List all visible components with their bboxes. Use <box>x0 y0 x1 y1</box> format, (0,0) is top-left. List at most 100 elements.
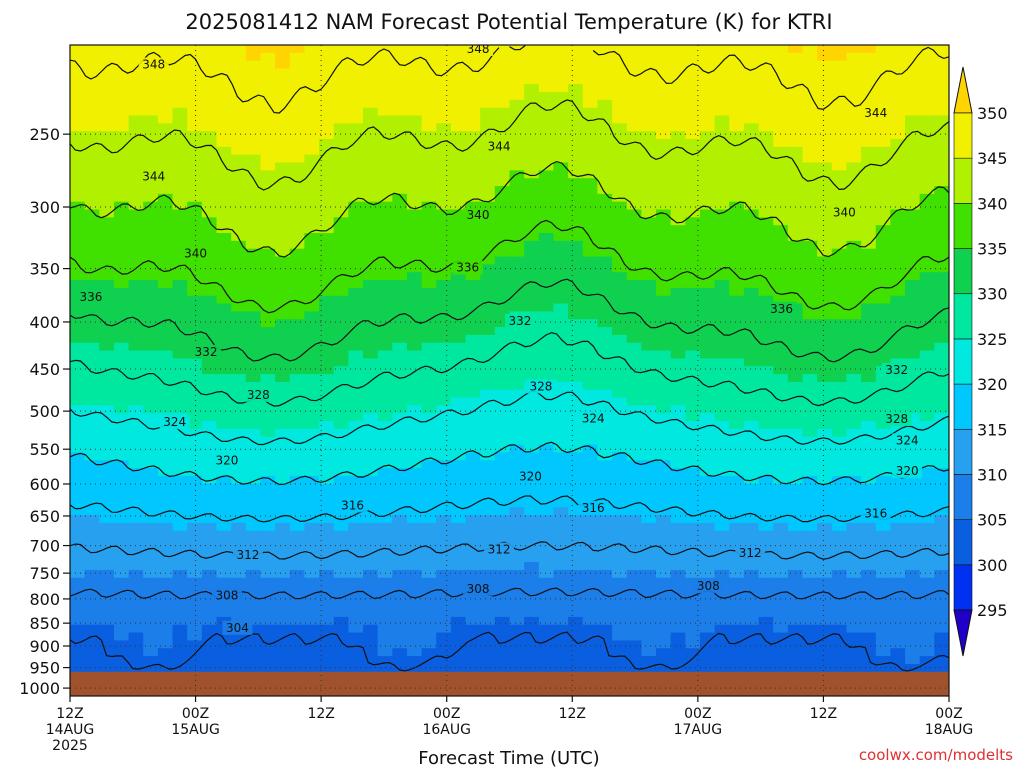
heatmap-cell <box>861 413 877 422</box>
heatmap-cell <box>465 186 481 195</box>
heatmap-cell <box>406 287 423 297</box>
heatmap-cell <box>831 193 848 203</box>
heatmap-cell <box>216 656 232 665</box>
heatmap-cell <box>245 436 262 446</box>
heatmap-cell <box>890 616 906 626</box>
heatmap-cell <box>831 515 848 524</box>
heatmap-cell <box>743 334 760 344</box>
heatmap-cell <box>480 170 496 179</box>
heatmap-cell <box>99 554 115 563</box>
heatmap-cell <box>773 201 789 211</box>
heatmap-cell <box>348 295 364 305</box>
heatmap-cell <box>99 280 115 289</box>
heatmap-cell <box>919 515 935 524</box>
heatmap-cell <box>172 483 188 493</box>
heatmap-cell <box>348 256 364 265</box>
heatmap-cell <box>260 483 276 493</box>
heatmap-cell <box>421 146 437 156</box>
heatmap-cell <box>319 538 335 548</box>
heatmap-cell <box>348 92 364 101</box>
heatmap-cell <box>436 585 452 595</box>
heatmap-cell <box>641 240 657 250</box>
heatmap-cell <box>758 52 774 62</box>
heatmap-cell <box>319 366 335 375</box>
heatmap-cell <box>406 350 423 359</box>
heatmap-cell <box>304 154 320 164</box>
heatmap-cell <box>861 170 877 179</box>
heatmap-cell <box>831 303 848 312</box>
heatmap-cell <box>699 280 716 289</box>
heatmap-cell <box>480 99 496 109</box>
heatmap-cell <box>919 154 935 164</box>
heatmap-cell <box>846 554 862 563</box>
heatmap-cell <box>319 405 335 414</box>
heatmap-cell <box>758 327 774 336</box>
heatmap-cell <box>70 366 86 375</box>
heatmap-cell <box>201 640 218 649</box>
heatmap-cell <box>787 295 804 305</box>
heatmap-cell <box>817 405 833 414</box>
heatmap-cell <box>406 217 423 226</box>
heatmap-cell <box>509 327 525 336</box>
heatmap-cell <box>831 45 848 54</box>
heatmap-cell <box>802 225 818 234</box>
heatmap-cell <box>70 350 86 359</box>
heatmap-cell <box>480 342 496 352</box>
heatmap-cell <box>875 256 891 265</box>
heatmap-cell <box>436 428 452 438</box>
heatmap-cell <box>524 295 540 305</box>
heatmap-cell <box>641 648 657 657</box>
heatmap-cell <box>699 272 716 281</box>
heatmap-cell <box>509 397 525 406</box>
heatmap-cell <box>568 569 584 579</box>
heatmap-cell <box>436 280 452 289</box>
heatmap-cell <box>392 569 408 579</box>
heatmap-cell <box>421 421 437 430</box>
heatmap-cell <box>743 616 760 626</box>
heatmap-cell <box>934 146 949 156</box>
heatmap-cell <box>363 468 379 477</box>
heatmap-cell <box>626 139 642 148</box>
heatmap-cell <box>670 460 686 469</box>
heatmap-cell <box>392 342 408 352</box>
heatmap-cell <box>670 421 686 430</box>
heatmap-cell <box>934 538 949 548</box>
heatmap-cell <box>421 154 437 164</box>
heatmap-cell <box>421 648 437 657</box>
heatmap-cell <box>245 123 262 132</box>
heatmap-cell <box>143 389 159 399</box>
heatmap-cell <box>612 178 628 187</box>
heatmap-cell <box>890 530 906 540</box>
heatmap-cell <box>919 452 935 461</box>
heatmap-cell <box>406 609 423 618</box>
heatmap-cell <box>260 452 276 461</box>
heatmap-cell <box>773 139 789 148</box>
heatmap-cell <box>157 92 174 101</box>
heatmap-cell <box>304 76 320 85</box>
heatmap-cell <box>656 522 672 532</box>
heatmap-cell <box>348 616 364 626</box>
heatmap-cell <box>553 562 569 571</box>
heatmap-cell <box>509 256 525 265</box>
heatmap-cell <box>831 327 848 336</box>
heatmap-cell <box>699 562 716 571</box>
heatmap-cell <box>743 248 760 258</box>
heatmap-cell <box>934 577 949 587</box>
heatmap-cell <box>113 115 130 124</box>
heatmap-cell <box>743 593 760 602</box>
heatmap-cell <box>509 131 525 140</box>
heatmap-cell <box>641 632 657 642</box>
heatmap-cell <box>216 499 232 508</box>
heatmap-cell <box>450 272 467 281</box>
x-tick-label: 12Z <box>559 706 586 722</box>
heatmap-cell <box>538 475 555 485</box>
heatmap-cell <box>187 256 203 265</box>
heatmap-cell <box>187 115 203 124</box>
heatmap-cell <box>450 217 467 226</box>
heatmap-cell <box>597 366 613 375</box>
heatmap-cell <box>275 68 291 77</box>
heatmap-cell <box>406 342 423 352</box>
heatmap-cell <box>84 264 100 273</box>
heatmap-cell <box>582 233 598 242</box>
heatmap-cell <box>201 624 218 634</box>
